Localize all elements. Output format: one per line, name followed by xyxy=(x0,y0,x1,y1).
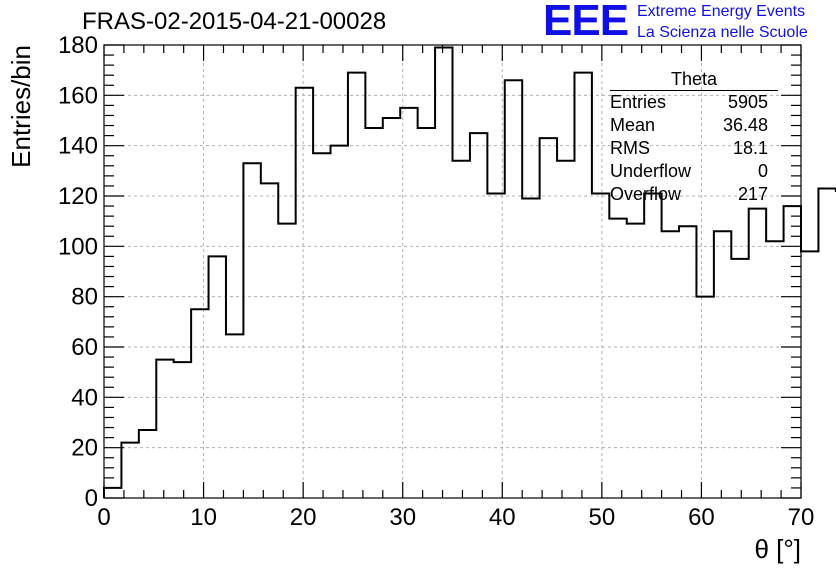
y-tick-label: 80 xyxy=(71,284,98,311)
stats-row-overflow: Overflow 217 xyxy=(610,183,778,206)
stats-value: 217 xyxy=(737,184,768,204)
x-tick-label: 0 xyxy=(97,504,110,531)
y-tick-label: 160 xyxy=(58,82,98,109)
logo-line-2: La Scienza nelle Scuole xyxy=(637,24,808,41)
stats-label: Overflow xyxy=(610,184,682,204)
x-tick-label: 70 xyxy=(788,504,815,531)
eee-logo: EEE xyxy=(543,0,629,45)
y-tick-label: 60 xyxy=(71,334,98,361)
stats-value: 18.1 xyxy=(732,138,768,158)
x-axis-label: θ [°] xyxy=(754,534,801,564)
tick-labels: 0 10 20 30 40 50 60 70 0 20 40 60 80 100 120 140 160 180 xyxy=(58,32,814,531)
axis-ticks xyxy=(103,44,802,499)
x-tick-label: 20 xyxy=(290,504,317,531)
y-tick-label: 100 xyxy=(58,233,98,260)
stats-label: Underflow xyxy=(610,161,692,181)
stats-row-mean: Mean 36.48 xyxy=(610,114,778,137)
y-tick-label: 180 xyxy=(58,32,98,59)
stats-box: Theta Entries 5905 Mean 36.48 RMS 18.1 Unde… xyxy=(610,69,778,206)
plot-frame xyxy=(103,44,802,499)
stats-title: Theta xyxy=(610,69,778,91)
x-tick-label: 30 xyxy=(389,504,416,531)
y-tick-label: 140 xyxy=(58,133,98,160)
y-tick-label: 120 xyxy=(58,183,98,210)
stats-row-underflow: Underflow 0 xyxy=(610,160,778,183)
y-tick-label: 40 xyxy=(71,384,98,411)
stats-value: 5905 xyxy=(727,92,768,112)
x-tick-label: 40 xyxy=(489,504,516,531)
y-tick-label: 0 xyxy=(85,485,98,512)
x-tick-label: 10 xyxy=(190,504,217,531)
y-tick-label: 20 xyxy=(71,435,98,462)
stats-label: RMS xyxy=(610,138,650,158)
stats-label: Entries xyxy=(610,92,667,112)
chart-title: FRAS-02-2015-04-21-00028 xyxy=(82,8,387,35)
stats-value: 36.48 xyxy=(722,115,768,135)
stats-label: Mean xyxy=(610,115,656,135)
y-axis-label: Entries/bin xyxy=(6,45,36,168)
stats-row-rms: RMS 18.1 xyxy=(610,137,778,160)
x-tick-label: 60 xyxy=(688,504,715,531)
x-tick-label: 50 xyxy=(589,504,616,531)
logo-line-1: Extreme Energy Events xyxy=(637,3,806,20)
stats-row-entries: Entries 5905 xyxy=(610,91,778,114)
stats-value: 0 xyxy=(757,161,768,181)
